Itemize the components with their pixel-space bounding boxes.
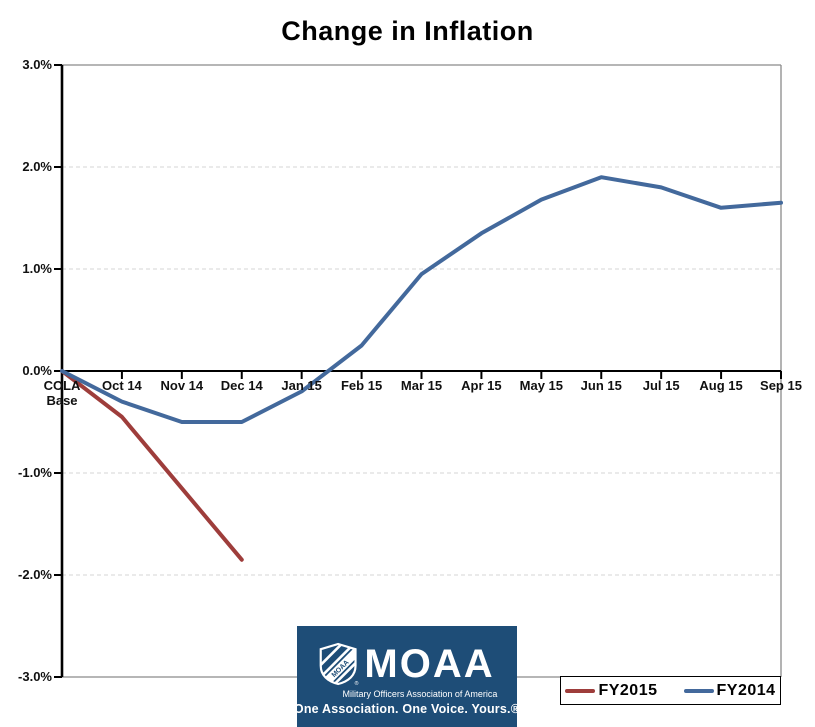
legend: FY2015 FY2014 bbox=[560, 676, 781, 705]
x-axis-label: Sep 15 bbox=[760, 378, 802, 393]
y-axis-label: -3.0% bbox=[18, 669, 52, 684]
moaa-logo-top: MOAA ® MOAA bbox=[319, 641, 494, 687]
moaa-acronym: MOAA bbox=[364, 641, 495, 686]
series-line-fy2014 bbox=[60, 175, 783, 424]
moaa-shield-icon: MOAA ® bbox=[320, 642, 359, 686]
x-axis-label: COLA Base bbox=[43, 378, 81, 408]
x-axis-label: Jul 15 bbox=[642, 378, 680, 393]
x-axis-label: May 15 bbox=[519, 378, 564, 393]
x-axis-label: Oct 14 bbox=[102, 378, 142, 393]
x-axis-label: Mar 15 bbox=[400, 378, 443, 393]
series-line-fy2015 bbox=[60, 369, 244, 562]
x-axis-label: Feb 15 bbox=[340, 378, 383, 393]
moaa-tagline-small: Military Officers Association of America bbox=[342, 688, 498, 699]
legend-label-fy2014: FY2014 bbox=[716, 681, 776, 699]
y-axis-label: 2.0% bbox=[22, 159, 52, 174]
x-axis-label: Jan 15 bbox=[281, 378, 322, 393]
y-axis-label: 1.0% bbox=[22, 261, 52, 276]
chart-title: Change in Inflation bbox=[281, 16, 534, 46]
x-axis-label: Nov 14 bbox=[160, 378, 204, 393]
y-axis-label: 0.0% bbox=[22, 363, 52, 378]
x-axis-label: Apr 15 bbox=[461, 378, 502, 393]
y-axis-label: -2.0% bbox=[18, 567, 52, 582]
legend-swatch-fy2015 bbox=[565, 688, 596, 693]
y-axis-label: 3.0% bbox=[22, 57, 52, 72]
moaa-tagline-bold: One Association. One Voice. Yours.® bbox=[293, 701, 521, 716]
moaa-logo: MOAA ® MOAA Military Officers Associatio… bbox=[293, 626, 521, 727]
x-axis-label: Dec 14 bbox=[220, 378, 263, 393]
legend-label-fy2015: FY2015 bbox=[598, 681, 658, 699]
x-axis-label: Aug 15 bbox=[699, 378, 743, 393]
registered-mark: ® bbox=[355, 679, 359, 686]
x-axis-label: Jun 15 bbox=[580, 378, 622, 393]
legend-swatch-fy2014 bbox=[683, 688, 714, 693]
legend-item-fy2014: FY2014 bbox=[683, 681, 776, 700]
y-axis-label: -1.0% bbox=[18, 465, 52, 480]
legend-item-fy2015: FY2015 bbox=[565, 682, 657, 700]
